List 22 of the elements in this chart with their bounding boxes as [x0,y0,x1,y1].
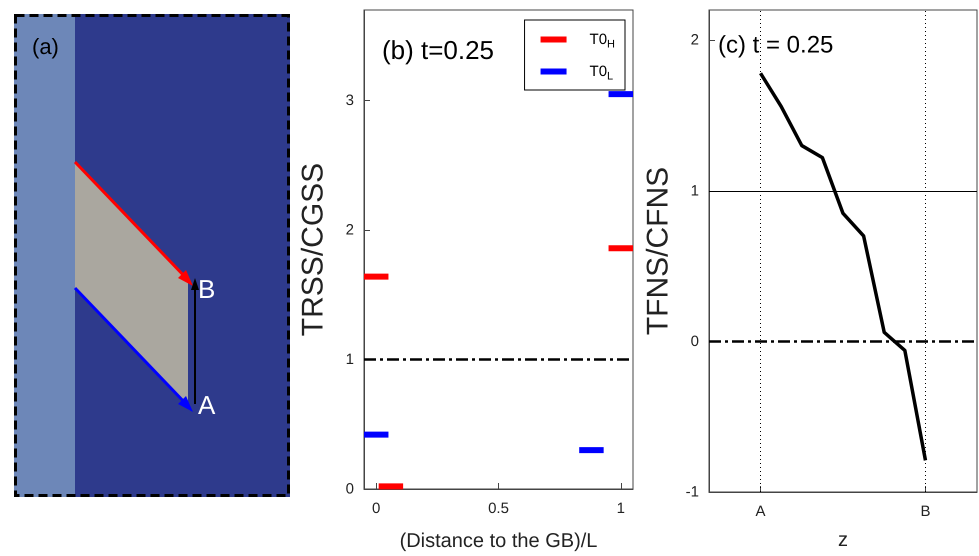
y-tick-label: 0 [346,480,354,498]
x-tick-label: 0 [372,500,380,517]
x-tick-label: 1 [616,500,625,517]
x-tick-label: A [756,503,766,520]
y-tick-label: 3 [346,92,354,110]
x-tick-label: 0.5 [488,500,509,517]
text: (b) t=0.25 [382,35,494,65]
y-tick-label: 1 [346,351,354,368]
x-axis-title: z [838,529,848,551]
x-axis-title: (Distance to the GB)/L [400,530,598,552]
text: B [198,274,216,304]
y-tick-label: 1 [690,182,699,200]
y-tick-label: 0 [690,332,699,350]
y-axis-title: TFNS/CFNS [642,166,674,336]
x-tick-label: B [920,503,930,520]
text: (c) t = 0.25 [718,32,834,58]
text: (a) [32,34,59,59]
text: A [198,390,216,420]
y-axis-title: TRSS/CGSS [296,162,330,336]
y-tick-label: 2 [690,32,699,49]
y-tick-label: 2 [346,222,354,239]
y-tick-label: -1 [686,484,699,500]
